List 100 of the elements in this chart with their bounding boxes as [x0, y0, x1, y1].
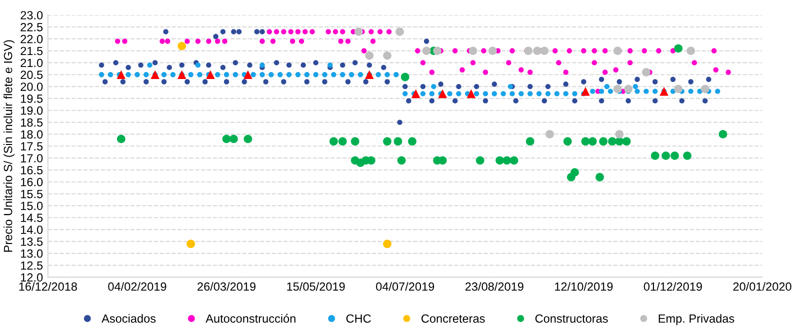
y-tick-label: 22.5 — [20, 22, 43, 32]
point — [397, 156, 406, 165]
point — [206, 70, 215, 80]
legend-label: Concreteras — [422, 314, 485, 323]
y-tick-label: 21.5 — [20, 46, 43, 56]
y-tick-label: 19.0 — [21, 106, 43, 115]
point — [408, 137, 416, 146]
point — [650, 151, 660, 160]
y-tick-label: 13.5 — [21, 238, 43, 246]
point — [222, 134, 231, 144]
point — [468, 46, 478, 55]
point — [662, 151, 670, 160]
point — [581, 86, 590, 96]
point — [466, 89, 476, 98]
point — [599, 137, 608, 146]
point — [581, 137, 590, 146]
y-tick-label: 13.0 — [21, 249, 43, 258]
y-tick-label: 14.5 — [21, 214, 43, 222]
point — [394, 137, 402, 146]
x-tick-label: 12/10/2019 — [555, 282, 613, 291]
x-tick-label: 23/08/2019 — [465, 282, 524, 291]
legend-label: Constructoras — [535, 314, 608, 323]
point — [178, 42, 186, 50]
x-tick-label: 04/07/2019 — [376, 282, 434, 291]
y-tick-label: 20.5 — [20, 70, 43, 80]
point — [244, 134, 252, 144]
point — [700, 84, 710, 94]
point — [396, 28, 404, 36]
y-tick-label: 15.5 — [21, 190, 43, 198]
point — [718, 130, 728, 138]
point — [116, 134, 126, 144]
y-tick-label: 17.5 — [21, 142, 43, 151]
legend-label: Emp. Privadas — [658, 314, 734, 326]
point — [526, 137, 534, 146]
y-tick-label: 12.0 — [21, 273, 43, 282]
point — [510, 156, 518, 165]
legend-label: CHC — [346, 314, 371, 323]
point — [116, 70, 126, 80]
point — [563, 137, 572, 146]
point — [400, 72, 410, 82]
point — [613, 84, 622, 94]
point — [642, 68, 650, 76]
point — [596, 172, 604, 182]
point — [350, 137, 360, 146]
point — [588, 137, 597, 146]
y-tick-label: 17.0 — [21, 154, 43, 162]
point — [354, 28, 363, 36]
legend-label: Asociados — [102, 314, 156, 323]
point — [546, 130, 554, 138]
point — [329, 137, 338, 146]
y-tick-label: 18.5 — [21, 118, 43, 127]
point — [433, 46, 442, 55]
point — [411, 89, 420, 98]
point — [622, 137, 631, 146]
point — [502, 156, 512, 165]
point — [365, 51, 374, 60]
y-tick-label: 23.0 — [20, 11, 43, 20]
y-tick-label: 21.0 — [20, 58, 43, 68]
point — [615, 130, 624, 138]
point — [533, 46, 542, 55]
y-tick-label: 16.5 — [21, 166, 43, 174]
point — [383, 137, 392, 146]
legend-label: Autoconstrucción — [206, 314, 296, 323]
point — [524, 46, 532, 55]
point — [383, 51, 392, 60]
point — [670, 151, 679, 160]
y-axis-title: Precio Unitario S/ (Sin incluir flete e IGV) — [4, 40, 15, 252]
point — [229, 134, 238, 144]
point — [608, 137, 616, 146]
y-tick-label: 14.0 — [21, 226, 43, 234]
y-tick-label: 12.5 — [21, 261, 43, 270]
y-tick-label: 15.0 — [21, 202, 43, 210]
point — [613, 46, 622, 55]
point — [422, 46, 431, 55]
point — [674, 44, 683, 53]
point — [540, 46, 549, 55]
point — [383, 240, 392, 248]
point — [496, 156, 504, 165]
x-tick-label: 04/02/2019 — [108, 282, 166, 291]
y-tick-label: 16.0 — [21, 178, 43, 186]
y-tick-label: 18.0 — [21, 130, 43, 139]
y-tick-label: 22.0 — [20, 34, 43, 44]
point — [674, 84, 683, 94]
point — [624, 84, 633, 94]
y-tick-label: 20.0 — [20, 82, 43, 91]
y-tick-label: 19.5 — [21, 94, 43, 103]
point — [476, 156, 484, 165]
x-tick-label: 15/05/2019 — [287, 282, 345, 291]
point — [570, 168, 579, 177]
point — [244, 70, 252, 80]
point — [488, 46, 497, 55]
x-tick-label: 26/03/2019 — [198, 282, 256, 291]
point — [683, 151, 692, 160]
x-tick-label: 16/12/2018 — [19, 282, 77, 291]
x-tick-label: 01/12/2019 — [644, 282, 702, 291]
point — [438, 89, 447, 98]
point — [186, 240, 195, 248]
point — [338, 137, 347, 146]
x-tick-label: 20/01/2020 — [733, 282, 792, 291]
point — [686, 46, 696, 55]
